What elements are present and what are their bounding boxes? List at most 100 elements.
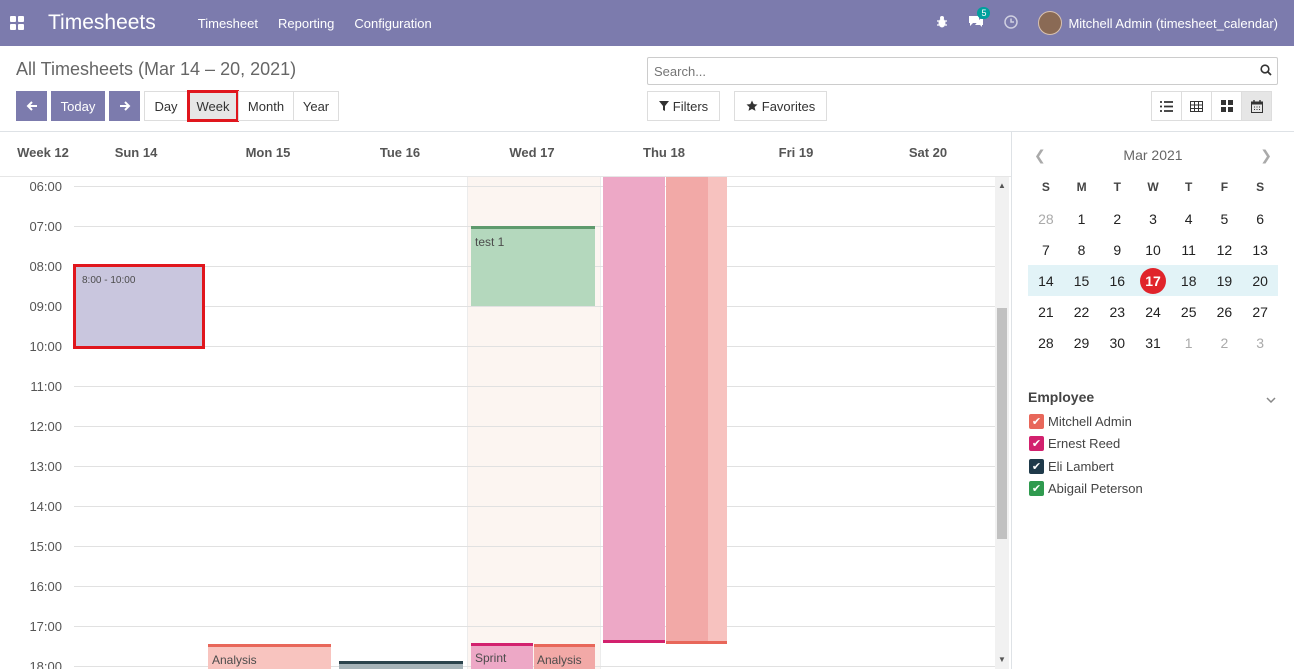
event-wed-analysis[interactable]: Analysis (534, 644, 595, 669)
day-header-thu[interactable]: Thu 18 (643, 145, 685, 160)
mini-day[interactable]: 8 (1077, 241, 1086, 258)
event-test-1[interactable]: test 1 (471, 226, 595, 306)
time-label: 18:00 (29, 659, 62, 669)
event-thu-mitchell[interactable] (666, 177, 708, 644)
filter-item-eli[interactable]: ✔ Eli Lambert (1029, 458, 1114, 474)
mini-day[interactable]: 13 (1252, 241, 1268, 258)
filters-button[interactable]: Filters (647, 91, 720, 121)
user-menu[interactable]: Mitchell Admin (timesheet_calendar) (1068, 15, 1278, 31)
calendar-scrollbar[interactable]: ▲ ▼ (995, 177, 1009, 669)
mini-day[interactable]: 20 (1252, 272, 1268, 289)
scale-year-button[interactable]: Year (293, 91, 339, 121)
calendar-view-icon[interactable] (1241, 91, 1272, 121)
mini-day[interactable]: 25 (1180, 303, 1197, 320)
mini-day[interactable]: 21 (1038, 303, 1054, 320)
time-label: 07:00 (29, 219, 62, 234)
favorites-button[interactable]: Favorites (734, 91, 827, 121)
scroll-thumb[interactable] (997, 308, 1007, 539)
event-thu-ernest[interactable] (603, 177, 665, 643)
scale-month-button[interactable]: Month (238, 91, 294, 121)
filter-item-abigail[interactable]: ✔ Abigail Peterson (1029, 480, 1143, 496)
previous-button[interactable] (16, 91, 47, 121)
mini-day[interactable]: 28 (1038, 210, 1054, 227)
checkbox-checked-icon[interactable]: ✔ (1029, 435, 1044, 451)
event-thu-mitchell-2[interactable] (708, 177, 727, 644)
filter-item-ernest[interactable]: ✔ Ernest Reed (1029, 435, 1120, 451)
mini-day-today[interactable]: 17 (1135, 267, 1171, 294)
mini-day[interactable]: 3 (1256, 334, 1265, 351)
mini-day[interactable]: 18 (1180, 272, 1197, 289)
apps-menu-icon[interactable] (10, 16, 24, 30)
mini-day[interactable]: 1 (1184, 334, 1193, 351)
mini-day[interactable]: 19 (1216, 272, 1233, 289)
mini-day[interactable]: 7 (1041, 241, 1050, 258)
grid-view-icon[interactable] (1181, 91, 1212, 121)
mini-day[interactable]: 5 (1220, 210, 1229, 227)
event-wed-sprint[interactable]: Sprint (471, 643, 533, 669)
mini-day[interactable]: 29 (1073, 334, 1090, 351)
debug-bug-icon[interactable] (936, 15, 948, 31)
checkbox-checked-icon[interactable]: ✔ (1029, 458, 1044, 474)
menu-timesheet[interactable]: Timesheet (197, 15, 258, 31)
scale-day-button[interactable]: Day (144, 91, 188, 121)
menu-reporting[interactable]: Reporting (277, 15, 335, 31)
kanban-view-icon[interactable] (1211, 91, 1242, 121)
chevron-down-icon[interactable] (1266, 392, 1276, 406)
calendar-grid[interactable]: 06:00 07:00 08:00 09:00 10:00 11:00 12:0… (0, 177, 1011, 669)
mini-day[interactable]: 6 (1256, 210, 1265, 227)
search-bar[interactable] (647, 57, 1278, 85)
mini-day[interactable]: 14 (1038, 272, 1054, 289)
mini-day[interactable]: 1 (1077, 210, 1086, 227)
day-header-mon[interactable]: Mon 15 (245, 145, 291, 160)
mini-day[interactable]: 28 (1038, 334, 1054, 351)
mini-day[interactable]: 2 (1220, 334, 1229, 351)
chevron-left-icon[interactable]: ❮ (1034, 147, 1046, 163)
scroll-up-icon[interactable]: ▲ (998, 181, 1006, 190)
mini-day[interactable]: 27 (1252, 303, 1268, 320)
checkbox-checked-icon[interactable]: ✔ (1029, 480, 1044, 496)
app-brand[interactable]: Timesheets (48, 11, 156, 34)
today-button[interactable]: Today (51, 91, 105, 121)
list-view-icon[interactable] (1151, 91, 1182, 121)
hour-line (74, 626, 995, 627)
mini-day[interactable]: 30 (1109, 334, 1126, 351)
day-header-tue[interactable]: Tue 16 (379, 145, 421, 160)
day-header-fri[interactable]: Fri 19 (778, 145, 814, 160)
mini-day[interactable]: 12 (1216, 241, 1233, 258)
mini-day[interactable]: 23 (1109, 303, 1126, 320)
mini-day[interactable]: 11 (1181, 241, 1196, 258)
mini-day[interactable]: 22 (1073, 303, 1090, 320)
day-header-sat[interactable]: Sat 20 (908, 145, 948, 160)
day-header-sun[interactable]: Sun 14 (114, 145, 158, 160)
employee-filter-title: Employee (1028, 389, 1095, 405)
mini-day[interactable]: 4 (1184, 210, 1193, 227)
day-divider (600, 177, 601, 669)
day-header-wed[interactable]: Wed 17 (509, 145, 555, 160)
event-sun-selection[interactable]: 8:00 - 10:00 (73, 264, 205, 349)
messages-icon[interactable]: 5 (968, 7, 991, 31)
event-mon-analysis[interactable]: Analysis (208, 644, 331, 669)
chevron-right-icon[interactable]: ❯ (1260, 147, 1272, 163)
scale-week-button[interactable]: Week (187, 90, 239, 122)
activity-clock-icon[interactable] (1004, 14, 1019, 32)
filter-icon (658, 101, 669, 111)
mini-day[interactable]: 16 (1109, 272, 1126, 289)
event-tue-eli[interactable] (339, 661, 463, 669)
user-avatar[interactable] (1038, 11, 1063, 35)
arrow-right-icon (119, 101, 130, 111)
mini-day[interactable]: 9 (1113, 241, 1122, 258)
search-input[interactable] (648, 63, 1255, 79)
scroll-down-icon[interactable]: ▼ (998, 655, 1006, 664)
checkbox-checked-icon[interactable]: ✔ (1029, 413, 1044, 429)
search-icon[interactable] (1255, 63, 1277, 79)
menu-configuration[interactable]: Configuration (354, 15, 432, 31)
mini-day[interactable]: 15 (1073, 272, 1090, 289)
mini-day[interactable]: 26 (1216, 303, 1233, 320)
filter-item-mitchell[interactable]: ✔ Mitchell Admin (1029, 413, 1132, 429)
mini-day[interactable]: 10 (1145, 241, 1161, 258)
mini-day[interactable]: 31 (1145, 334, 1161, 351)
mini-day[interactable]: 3 (1149, 210, 1157, 227)
mini-day[interactable]: 24 (1145, 303, 1161, 320)
mini-day[interactable]: 2 (1113, 210, 1122, 227)
next-button[interactable] (109, 91, 140, 121)
